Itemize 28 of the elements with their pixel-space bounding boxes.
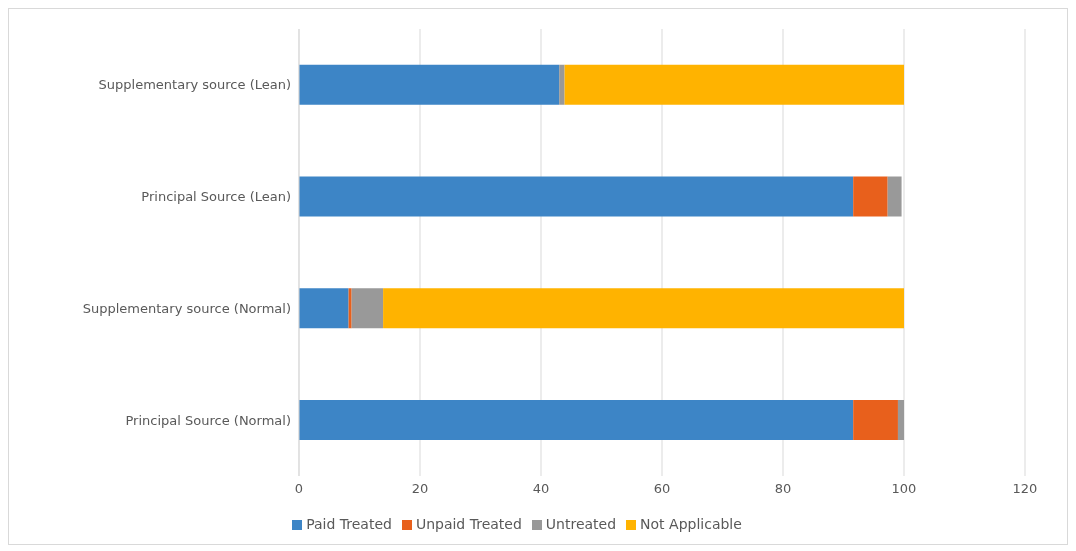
y-tick-label: Supplementary source (Lean) — [98, 77, 291, 93]
legend-label: Not Applicable — [640, 516, 742, 532]
bar — [299, 176, 854, 217]
y-tick-label: Supplementary source (Normal) — [82, 300, 291, 316]
x-tick-label: 80 — [774, 481, 792, 497]
bar — [853, 400, 898, 441]
x-tick-label: 20 — [411, 481, 429, 497]
x-tick-label: 100 — [891, 481, 917, 497]
bar — [299, 288, 349, 329]
x-tick-label: 40 — [532, 481, 550, 497]
bar — [299, 400, 854, 441]
bar — [348, 288, 352, 329]
legend-label: Unpaid Treated — [415, 516, 522, 532]
y-tick-label: Principal Source (Lean) — [141, 189, 291, 205]
y-tick-label: Principal Source (Normal) — [125, 412, 291, 428]
x-tick-label: 120 — [1012, 481, 1038, 497]
x-tick-label: 60 — [653, 481, 671, 497]
bar — [299, 64, 560, 105]
bar — [853, 176, 888, 217]
bar — [564, 64, 904, 105]
bar — [351, 288, 384, 329]
bar — [559, 64, 565, 105]
x-tick-label: 0 — [294, 481, 304, 497]
bar — [887, 176, 902, 217]
legend-label: Untreated — [545, 516, 617, 532]
bar — [897, 400, 904, 441]
legend-label: Paid Treated — [306, 516, 392, 532]
bar — [383, 288, 904, 329]
